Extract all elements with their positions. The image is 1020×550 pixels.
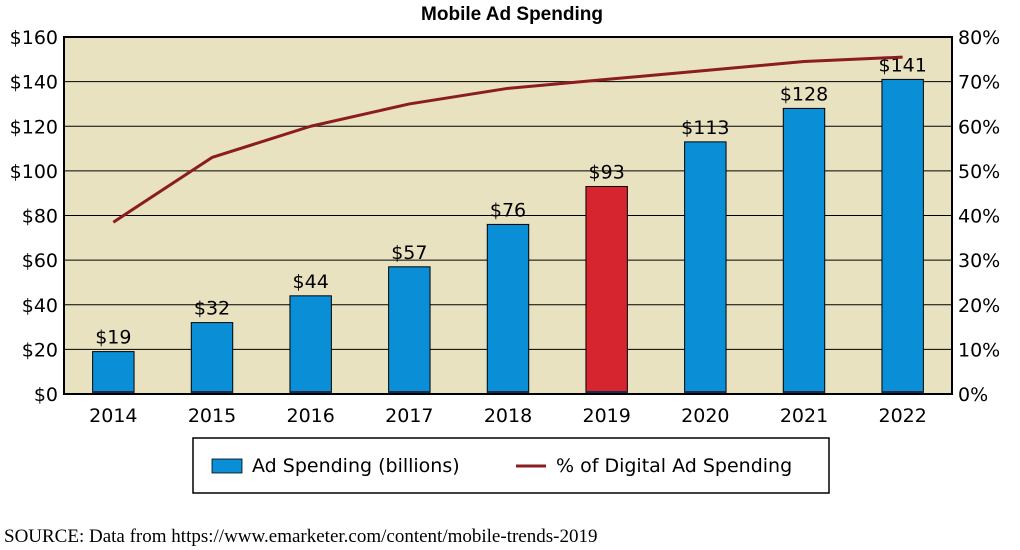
x-axis: 2014 2015 2016 2017 2018 2019 2020 2021 2022 <box>89 405 927 427</box>
legend-bar-label: Ad Spending (billions) <box>252 455 460 477</box>
bar-base <box>92 391 135 394</box>
right-tick-label: 30% <box>958 250 1000 272</box>
bar <box>585 185 628 395</box>
bar-base <box>684 391 727 394</box>
left-tick-label: $140 <box>10 72 58 94</box>
left-tick-label: $120 <box>10 116 58 138</box>
bar-base <box>191 391 233 394</box>
left-tick-label: $40 <box>22 295 58 317</box>
x-tick-label: 2014 <box>89 405 137 427</box>
right-tick-label: 0% <box>958 384 988 406</box>
x-tick-label: 2015 <box>188 405 236 427</box>
x-tick-label: 2017 <box>385 405 433 427</box>
left-tick-label: $60 <box>22 250 58 272</box>
line-series <box>112 55 903 224</box>
bar <box>388 266 431 395</box>
bar-value-label: $93 <box>589 161 625 183</box>
right-tick-label: 50% <box>958 161 1000 183</box>
right-tick-label: 10% <box>958 339 1000 361</box>
left-tick-label: $160 <box>10 27 58 49</box>
left-tick-label: $100 <box>10 161 58 183</box>
legend: Ad Spending (billions) % of Digital Ad S… <box>192 437 830 494</box>
source-note: SOURCE: Data from https://www.emarketer.… <box>4 526 597 547</box>
plot-frame <box>63 36 953 395</box>
bar-base <box>585 391 628 394</box>
bar-value-labels: $19 $32 $44 $57 $76 $93 $113 $128 $141 <box>95 54 927 348</box>
right-axis: 0% 10% 20% 30% 40% 50% 60% 70% 80% <box>958 27 1000 406</box>
bar-value-label: $32 <box>194 298 230 320</box>
bar-value-label: $44 <box>293 271 329 293</box>
bar-series <box>92 78 924 395</box>
x-tick-label: 2016 <box>286 405 334 427</box>
bar-base <box>783 391 825 394</box>
bar <box>289 295 332 395</box>
legend-line-label: % of Digital Ad Spending <box>556 455 792 477</box>
bar-base <box>289 391 332 394</box>
x-tick-label: 2019 <box>582 405 630 427</box>
right-tick-label: 20% <box>958 295 1000 317</box>
bar <box>782 107 826 395</box>
bar-value-label: $19 <box>95 327 131 349</box>
right-tick-label: 70% <box>958 72 1000 94</box>
bar-value-label: $141 <box>878 54 926 76</box>
chart-title: Mobile Ad Spending <box>421 4 603 25</box>
left-tick-label: $0 <box>34 384 58 406</box>
left-axis: $0 $20 $40 $60 $80 $100 $120 $140 $160 <box>10 27 58 406</box>
right-tick-label: 40% <box>958 206 1000 228</box>
bar <box>92 351 135 395</box>
bar <box>684 141 727 395</box>
legend-box <box>192 437 830 494</box>
right-tick-label: 60% <box>958 116 1000 138</box>
bar <box>190 322 234 395</box>
bar-value-label: $57 <box>391 242 427 264</box>
bar-value-label: $76 <box>490 199 526 221</box>
bar <box>486 223 530 395</box>
bar-base <box>881 391 924 394</box>
bar-value-label: $113 <box>681 117 729 139</box>
legend-bar-swatch <box>211 458 243 474</box>
left-tick-label: $20 <box>22 339 58 361</box>
bar-value-label: $128 <box>780 83 828 105</box>
x-tick-label: 2018 <box>484 405 532 427</box>
x-tick-label: 2022 <box>878 405 926 427</box>
bar-base <box>487 391 529 394</box>
left-tick-label: $80 <box>22 206 58 228</box>
right-tick-label: 80% <box>958 27 1000 49</box>
x-tick-label: 2020 <box>681 405 729 427</box>
bar-base <box>388 391 431 394</box>
bar <box>881 78 924 395</box>
x-tick-label: 2021 <box>780 405 828 427</box>
